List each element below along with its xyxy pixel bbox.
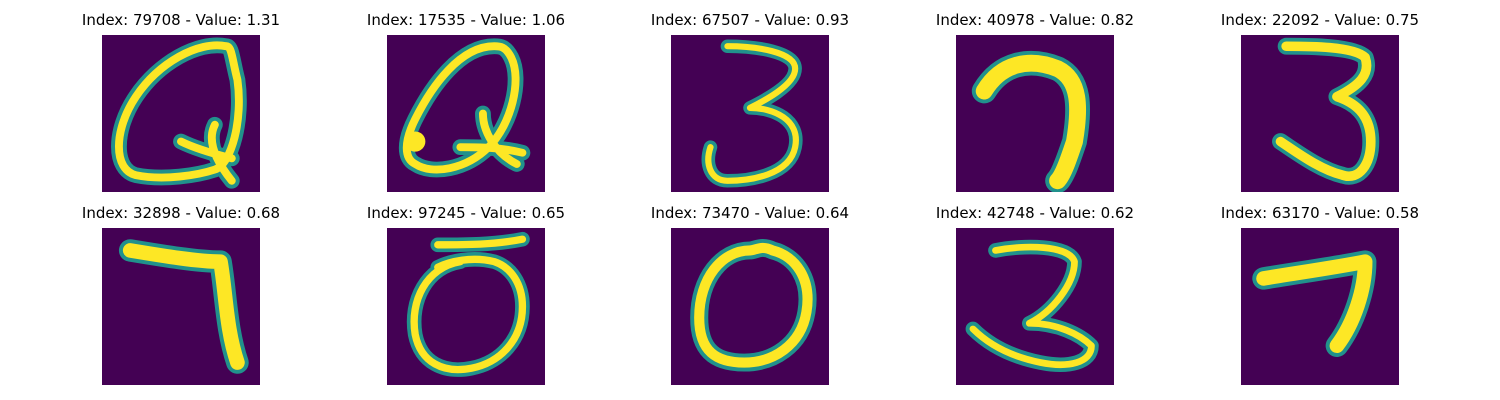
image-panel-3: Index: 67507 - Value: 0.93 — [640, 8, 860, 198]
digit-image — [387, 35, 545, 192]
image-panel-2: Index: 17535 - Value: 1.06 — [356, 8, 576, 198]
digit-stroke-core — [122, 243, 245, 370]
panel-title: Index: 97245 - Value: 0.65 — [366, 204, 566, 222]
digit-image — [1241, 228, 1399, 385]
digit-image — [671, 35, 829, 192]
image-panel-9: Index: 42748 - Value: 0.62 — [925, 201, 1145, 391]
image-panel-5: Index: 22092 - Value: 0.75 — [1210, 8, 1430, 198]
digit-image — [102, 35, 260, 192]
digit-stroke-core — [975, 54, 1087, 190]
digit-stroke-core — [410, 235, 527, 374]
image-panel-8: Index: 73470 - Value: 0.64 — [640, 201, 860, 391]
digit-stroke-core — [1275, 41, 1376, 181]
digit-stroke-core — [1256, 254, 1373, 354]
digit-image — [956, 228, 1114, 385]
digit-image — [387, 228, 545, 385]
digit-image — [1241, 35, 1399, 192]
digit-image — [671, 228, 829, 385]
panel-title: Index: 32898 - Value: 0.68 — [81, 204, 281, 222]
image-panel-6: Index: 32898 - Value: 0.68 — [71, 201, 291, 391]
image-panel-4: Index: 40978 - Value: 0.82 — [925, 8, 1145, 198]
digit-blob — [405, 131, 426, 152]
image-panel-10: Index: 63170 - Value: 0.58 — [1210, 201, 1430, 391]
panel-title: Index: 67507 - Value: 0.93 — [650, 11, 850, 29]
digit-stroke-core — [694, 242, 813, 368]
panel-title: Index: 17535 - Value: 1.06 — [366, 11, 566, 29]
panel-title: Index: 40978 - Value: 0.82 — [935, 11, 1135, 29]
digit-stroke-core — [969, 243, 1095, 369]
panel-title: Index: 79708 - Value: 1.31 — [81, 11, 281, 29]
digit-stroke-core — [402, 42, 527, 174]
image-panel-1: Index: 79708 - Value: 1.31 — [71, 8, 291, 198]
panel-title: Index: 73470 - Value: 0.64 — [650, 204, 850, 222]
digit-image — [956, 35, 1114, 192]
digit-stroke-core — [115, 41, 243, 185]
panel-title: Index: 63170 - Value: 0.58 — [1220, 204, 1420, 222]
image-panel-7: Index: 97245 - Value: 0.65 — [356, 201, 576, 391]
panel-title: Index: 42748 - Value: 0.62 — [935, 204, 1135, 222]
digit-image — [102, 228, 260, 385]
digit-stroke-core — [705, 43, 799, 184]
image-background — [1241, 228, 1399, 385]
panel-title: Index: 22092 - Value: 0.75 — [1220, 11, 1420, 29]
